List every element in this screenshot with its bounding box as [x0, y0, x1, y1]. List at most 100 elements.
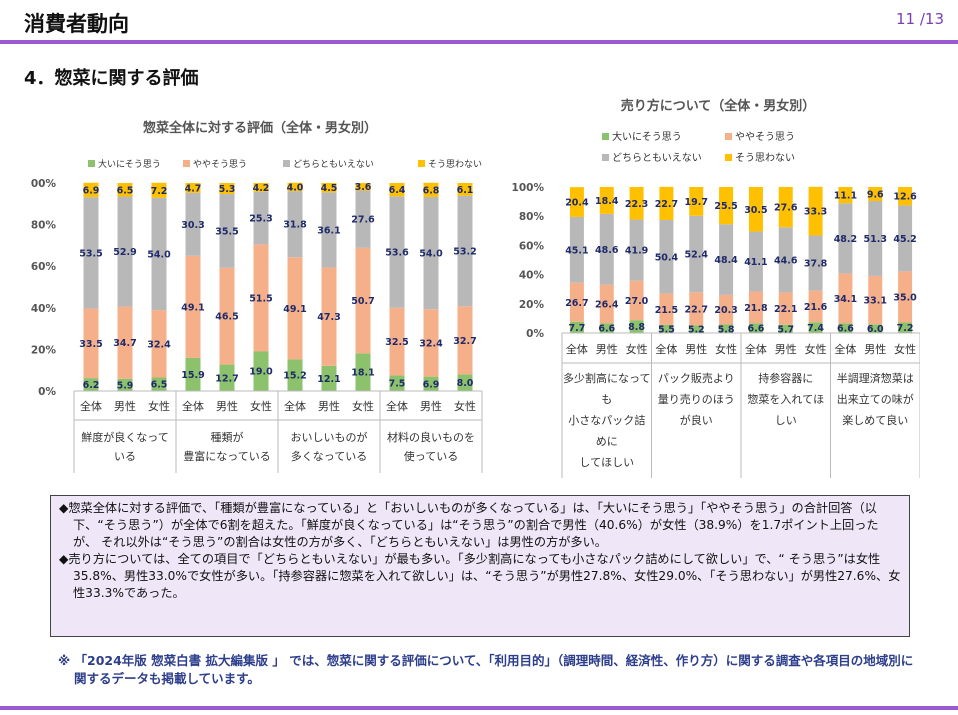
bar-value-label: 4.7	[185, 183, 202, 194]
x-group-label: 多くなっている	[291, 449, 367, 463]
bar-value-label: 20.3	[714, 305, 737, 316]
x-sub-label: 男性	[596, 342, 618, 356]
bar-segment-2	[838, 203, 853, 274]
bar-segment-0	[748, 323, 763, 333]
bar-value-label: 7.2	[151, 186, 168, 197]
bar-segment-2	[808, 235, 823, 291]
bar-value-label: 34.7	[113, 338, 136, 349]
bar-segment-3	[117, 183, 133, 197]
bar-segment-3	[185, 183, 201, 193]
bar-segment-1	[117, 306, 133, 379]
bar-segment-3	[83, 182, 99, 198]
bar-value-label: 33.3	[804, 207, 827, 218]
bar-segment-0	[808, 322, 823, 333]
x-group-label: 惣菜を入れてほ	[747, 392, 824, 406]
bar-segment-0	[457, 374, 473, 391]
y-tick-label: 80%	[519, 211, 545, 223]
bar-segment-0	[629, 320, 644, 333]
bar-segment-2	[151, 197, 167, 311]
bar-value-label: 6.4	[389, 185, 406, 196]
bar-value-label: 7.4	[807, 323, 824, 334]
page-header-title: 消費者動向	[24, 12, 129, 36]
bar-segment-2	[689, 215, 704, 293]
legend-label-3: そう思わない	[428, 159, 482, 170]
bar-segment-1	[569, 282, 584, 322]
x-sub-label: 女性	[894, 342, 916, 356]
bar-segment-1	[253, 244, 269, 352]
bar-value-label: 34.1	[834, 294, 857, 305]
bar-segment-3	[151, 182, 167, 198]
x-group-label: 小さなパック詰	[568, 413, 645, 427]
x-sub-label: 全体	[834, 342, 856, 356]
bar-value-label: 21.8	[744, 303, 768, 314]
legend-label-1: ややそう思う	[193, 159, 247, 170]
x-sub-label: 男性	[685, 342, 707, 356]
chart-overall-evaluation: 惣菜全体に対する評価（全体・男女別） 大いにそう思う ややそう思う どちらともいえない…	[30, 120, 483, 473]
bar-value-label: 20.4	[565, 198, 589, 209]
x-sub-label: 全体	[566, 342, 588, 356]
bar-segment-1	[838, 273, 853, 324]
x-group-label: 出来立ての味が	[837, 392, 914, 406]
bar-value-label: 22.3	[625, 199, 648, 210]
bar-value-label: 6.0	[867, 324, 884, 335]
legend-label-3: そう思わない	[735, 152, 795, 164]
bar-segment-0	[321, 365, 337, 391]
y-tick-label: 0%	[526, 328, 544, 340]
bar-segment-1	[185, 255, 201, 358]
x-group-label: 半調理済惣菜は	[837, 371, 914, 385]
x-sub-label: 男性	[216, 399, 238, 413]
legend-label-0: 大いにそう思う	[98, 158, 161, 170]
y-tick-label: 0%	[38, 386, 56, 398]
legend-swatch-2	[602, 154, 609, 161]
bar-value-label: 26.4	[595, 300, 619, 311]
bar-value-label: 54.0	[419, 249, 443, 260]
bar-value-label: 46.5	[215, 312, 238, 323]
x-group-label: 持参容器に	[758, 371, 813, 385]
bar-segment-1	[689, 292, 704, 326]
summary-box: ◆惣菜全体に対する評価で、「種類が豊富になっている」と「おいしいものが多くなって…	[50, 495, 910, 637]
bar-segment-0	[778, 324, 793, 333]
bar-segment-3	[689, 187, 704, 216]
bar-segment-2	[659, 219, 674, 294]
bar-value-label: 41.1	[744, 257, 767, 268]
x-sub-label: 全体	[182, 399, 204, 413]
bar-segment-2	[185, 192, 201, 256]
bar-value-label: 18.4	[595, 196, 619, 207]
legend-swatch-1	[183, 160, 190, 167]
x-group-label: 楽しめて良い	[842, 413, 908, 427]
bar-value-label: 4.0	[287, 182, 304, 193]
bar-segment-3	[389, 183, 405, 197]
bar-segment-0	[423, 376, 439, 391]
x-sub-label: 女性	[715, 342, 737, 356]
bar-segment-2	[219, 194, 235, 268]
bar-segment-3	[321, 183, 337, 193]
bar-value-label: 6.2	[83, 380, 100, 391]
bar-segment-1	[219, 267, 235, 365]
bar-value-label: 6.8	[423, 185, 440, 196]
bar-segment-3	[253, 183, 269, 192]
bar-value-label: 35.5	[215, 226, 238, 237]
bar-segment-1	[83, 308, 99, 379]
bar-value-label: 45.2	[893, 234, 916, 245]
bar-segment-1	[389, 307, 405, 376]
bar-value-label: 35.0	[893, 292, 917, 303]
bar-segment-3	[898, 187, 913, 206]
bar-segment-2	[117, 196, 133, 307]
bar-segment-0	[389, 375, 405, 391]
legend-label-2: どちらともいえない	[293, 159, 374, 170]
bar-segment-3	[457, 183, 473, 196]
bar-segment-2	[253, 191, 269, 245]
bar-segment-2	[355, 190, 371, 248]
legend-swatch-3	[725, 154, 732, 161]
y-tick-label: 60%	[31, 261, 57, 273]
bar-value-label: 6.6	[747, 324, 764, 335]
x-sub-label: 全体	[655, 342, 677, 356]
bar-value-label: 12.7	[215, 373, 238, 384]
legend-swatch-0	[602, 133, 609, 140]
bar-segment-3	[808, 186, 823, 236]
bar-segment-0	[838, 323, 853, 333]
x-sub-label: 全体	[284, 399, 306, 413]
bar-value-label: 50.7	[351, 296, 374, 307]
bar-segment-1	[287, 257, 303, 360]
